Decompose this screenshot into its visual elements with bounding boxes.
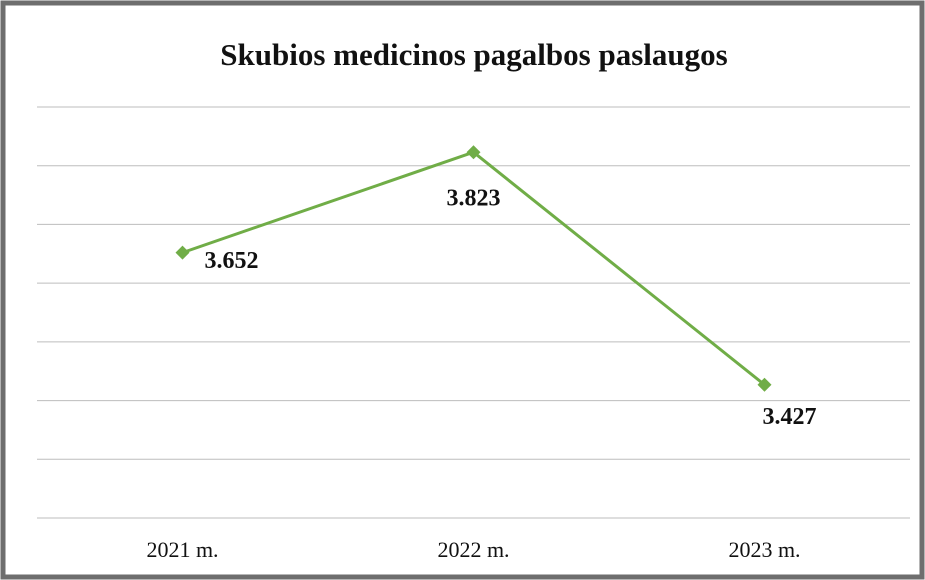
- chart-title: Skubios medicinos pagalbos paslaugos: [220, 37, 727, 72]
- data-label: 3.427: [763, 404, 817, 430]
- x-tick-label: 2023 m.: [728, 537, 800, 562]
- marker: [757, 377, 772, 392]
- x-tick-label: 2021 m.: [146, 537, 218, 562]
- data-label: 3.652: [205, 248, 259, 274]
- marker: [466, 145, 481, 160]
- x-tick-label: 2022 m.: [437, 537, 509, 562]
- marker: [175, 245, 190, 260]
- data-label: 3.823: [447, 186, 501, 212]
